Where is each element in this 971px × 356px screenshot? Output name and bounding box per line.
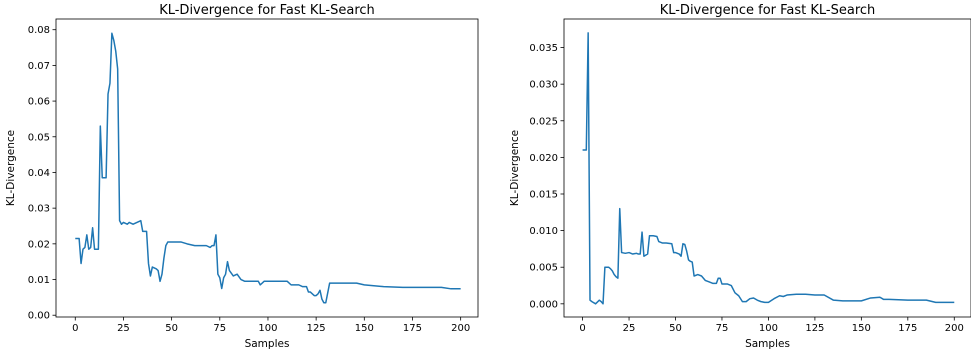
axes-frame <box>55 18 479 318</box>
x-tick-label: 100 <box>258 323 277 334</box>
chart-panel-left: 0 25 50 75 100 125 150 175 200 0.00 0.01 0.02 0.03 0.… <box>5 3 479 350</box>
y-tick-label: 0.08 <box>28 25 50 36</box>
x-tick-label: 75 <box>213 323 226 334</box>
x-tick-label: 50 <box>669 323 682 334</box>
y-tick-label: 0.04 <box>28 168 50 179</box>
y-tick-label: 0.010 <box>529 226 558 237</box>
y-tick-label: 0.05 <box>28 132 50 143</box>
x-tick-label: 150 <box>355 323 374 334</box>
y-tick-label: 0.00 <box>28 311 50 322</box>
x-tick-label: 25 <box>117 323 130 334</box>
x-tick-label: 175 <box>403 323 422 334</box>
chart-title: KL-Divergence for Fast KL-Search <box>660 3 876 18</box>
axes-frame <box>563 18 971 318</box>
x-tick-label: 100 <box>759 323 778 334</box>
chart-title: KL-Divergence for Fast KL-Search <box>159 3 375 18</box>
x-tick-label: 25 <box>623 323 636 334</box>
y-axis-label: KL-Divergence <box>5 130 17 206</box>
x-tick-label: 50 <box>165 323 178 334</box>
x-tick-label: 125 <box>805 323 824 334</box>
x-tick-label: 200 <box>945 323 964 334</box>
x-tick-label: 75 <box>716 323 729 334</box>
x-tick-label: 150 <box>852 323 871 334</box>
y-tick-label: 0.03 <box>28 204 50 215</box>
x-axis-label: Samples <box>245 338 290 350</box>
y-tick-label: 0.07 <box>28 61 50 72</box>
y-tick-label: 0.025 <box>529 116 558 127</box>
x-tick-label: 0 <box>579 323 585 334</box>
y-tick-label: 0.020 <box>529 153 558 164</box>
chart-panel-right: 0 25 50 75 100 125 150 175 200 0.000 0.005 0.010 0.0… <box>509 3 971 350</box>
x-tick-label: 175 <box>898 323 917 334</box>
x-tick-label: 200 <box>451 323 470 334</box>
series-line <box>582 32 955 305</box>
y-tick-label: 0.01 <box>28 275 50 286</box>
y-tick-label: 0.035 <box>529 43 558 54</box>
y-axis-label: KL-Divergence <box>509 130 521 206</box>
y-tick-label: 0.000 <box>529 299 558 310</box>
x-tick-label: 125 <box>307 323 326 334</box>
series-line <box>75 32 461 304</box>
y-tick-label: 0.030 <box>529 80 558 91</box>
y-tick-label: 0.02 <box>28 239 50 250</box>
x-axis-label: Samples <box>745 338 790 350</box>
y-tick-label: 0.005 <box>529 263 558 274</box>
x-tick-label: 0 <box>72 323 78 334</box>
y-tick-label: 0.06 <box>28 97 50 108</box>
y-tick-label: 0.015 <box>529 189 558 200</box>
